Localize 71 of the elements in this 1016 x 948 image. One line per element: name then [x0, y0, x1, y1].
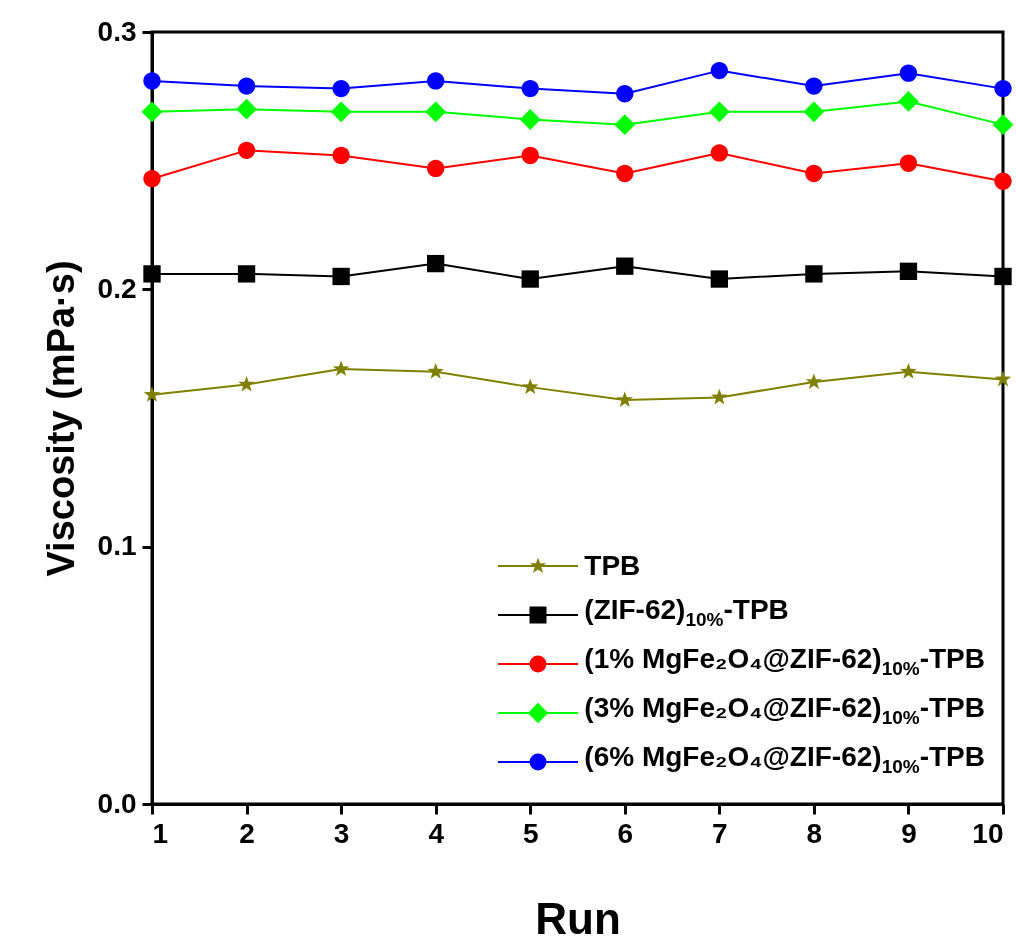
point [427, 72, 445, 90]
point [330, 101, 352, 123]
point [899, 262, 918, 280]
point [710, 144, 728, 162]
x-tick-label: 7 [712, 817, 728, 849]
x-tick-label: 5 [522, 817, 539, 849]
point [332, 79, 350, 98]
point [519, 109, 541, 130]
point [616, 164, 634, 183]
x-tick-label: 8 [806, 817, 823, 849]
legend-label: TPB [584, 549, 641, 581]
point [427, 363, 444, 379]
point [994, 172, 1012, 190]
point [427, 254, 445, 273]
point [143, 386, 161, 402]
point [994, 267, 1012, 286]
point [899, 64, 918, 82]
point [900, 363, 917, 379]
point [710, 61, 728, 80]
x-tick-label: 3 [333, 817, 350, 849]
point [992, 114, 1014, 136]
point [898, 91, 919, 112]
point [616, 391, 634, 407]
point [521, 270, 539, 288]
point [237, 265, 256, 283]
point [711, 388, 728, 405]
point [710, 270, 728, 288]
point [427, 159, 445, 178]
point [994, 370, 1012, 387]
y-tick-label: 0.1 [97, 530, 137, 562]
legend-label: (1% MgFe₂O₄@ZIF-62)$_{10%}$-TPB [584, 642, 985, 681]
x-tick-label: 9 [901, 817, 917, 849]
point [708, 101, 730, 123]
point [238, 375, 255, 392]
legend-label: (ZIF-62)$_{10%}$-TPB [584, 593, 789, 632]
point [425, 101, 447, 123]
point [236, 98, 257, 120]
point [616, 257, 634, 275]
point [143, 170, 161, 188]
legend-label: (6% MgFe₂O₄@ZIF-62)$_{10%}$-TPB [584, 740, 985, 779]
point [521, 146, 539, 165]
x-tick-label: 1 [152, 817, 169, 849]
point [994, 79, 1012, 98]
point [332, 267, 350, 286]
x-tick-label: 4 [428, 817, 445, 849]
point [237, 141, 256, 160]
point [614, 114, 636, 136]
x-tick-label: 2 [239, 817, 255, 849]
y-tick-label: 0.0 [97, 787, 137, 819]
y-tick-label: 0.2 [97, 272, 137, 304]
point [805, 265, 823, 283]
point [805, 373, 823, 389]
point [803, 101, 825, 123]
y-axis-title: Viscosity (mPa·s) [39, 260, 82, 577]
point [332, 146, 350, 165]
x-tick-label: 10 [972, 817, 1004, 849]
point [805, 164, 823, 183]
y-tick-label: 0.3 [97, 15, 137, 47]
point [521, 79, 539, 98]
point [143, 72, 161, 90]
point [141, 101, 163, 123]
point [805, 77, 823, 95]
point [237, 77, 256, 95]
x-tick-label: 6 [617, 817, 634, 849]
point [143, 265, 161, 283]
point [616, 85, 634, 103]
x-axis-title: Run [535, 893, 621, 943]
point [332, 360, 350, 377]
point [899, 154, 918, 172]
point [521, 378, 539, 395]
legend-label: (3% MgFe₂O₄@ZIF-62)$_{10%}$-TPB [584, 691, 985, 730]
